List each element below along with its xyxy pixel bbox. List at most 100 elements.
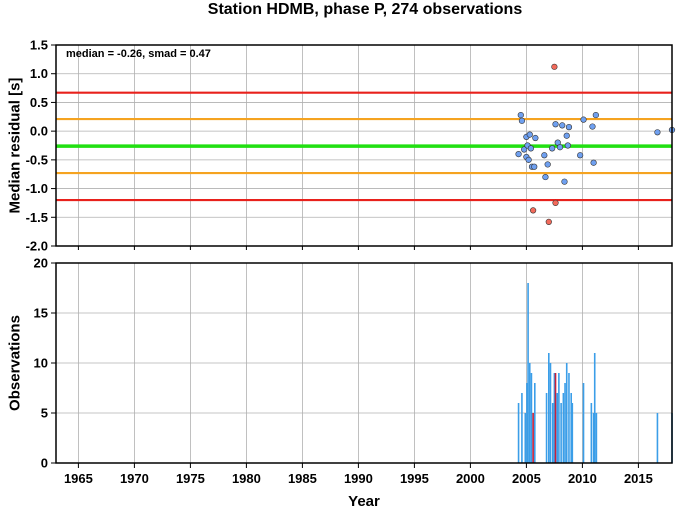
observation-bar [558, 373, 560, 463]
residual-point [517, 111, 524, 119]
observations-y-tick-label: 5 [41, 406, 48, 421]
residual-panel: -2.0 -1.5 -1.0 -0.5 0.0 0.5 1.0 1.5 median = -0… [6, 38, 676, 254]
residual-y-tick-label: -1.5 [26, 210, 48, 225]
residual-point [549, 145, 556, 152]
residual-y-tick-label: -1.0 [26, 181, 48, 196]
year-x-tick-label: 2000 [456, 471, 485, 486]
year-x-tick-label: 2005 [512, 471, 541, 486]
residual-point [531, 163, 538, 170]
observations-bars [517, 283, 673, 463]
residual-point [561, 178, 568, 185]
outlier-observation-bar [532, 413, 534, 463]
residual-y-tick-label: 1.0 [30, 66, 48, 81]
residual-points [515, 63, 676, 225]
residual-point [532, 134, 539, 142]
residual-reference-lines [56, 91, 672, 202]
observation-bar [582, 383, 585, 463]
year-x-tick-label: 1995 [400, 471, 429, 486]
observation-bar [530, 373, 533, 463]
year-x-tick-label: 1975 [176, 471, 205, 486]
year-x-tick-label: 2010 [568, 471, 597, 486]
observation-bar [549, 363, 552, 463]
year-x-tick-label: 1990 [344, 471, 373, 486]
outlier-point [551, 63, 558, 70]
residual-point [521, 146, 528, 153]
observation-bar [524, 413, 527, 463]
residual-point [559, 122, 566, 129]
observations-y-tick-label: 15 [34, 306, 48, 321]
residual-point [552, 121, 559, 128]
observations-grid [56, 262, 672, 464]
observation-bar [568, 373, 570, 463]
residual-point [654, 129, 661, 136]
observation-bar [565, 363, 568, 463]
residual-point [577, 152, 584, 159]
year-x-ticks: 1965 1970 1975 1980 1985 1990 1995 2000 2005 2010… [64, 463, 653, 486]
observation-bar [534, 383, 536, 463]
residual-panel-frame [55, 44, 673, 247]
observations-panel: 0 5 10 15 20 1965 1970 1975 1980 1985 1990 1995 200… [6, 256, 673, 510]
median-smad-annotation: median = -0.26, smad = 0.47 [66, 48, 211, 60]
observation-bar [551, 403, 554, 463]
residual-point [580, 116, 587, 123]
figure-title: Station HDMB, phase P, 274 observations [208, 1, 523, 18]
observation-bar [526, 383, 528, 463]
residual-point [515, 151, 522, 158]
year-x-tick-label: 1985 [288, 471, 317, 486]
observation-bar [521, 393, 523, 463]
observations-y-tick-label: 0 [41, 456, 48, 471]
observation-bar [548, 353, 550, 463]
outlier-point [545, 218, 552, 225]
observation-bar [590, 403, 593, 463]
year-x-tick-label: 1965 [64, 471, 93, 486]
outlier-point [530, 207, 537, 214]
residual-point [590, 159, 597, 166]
residual-point [527, 145, 534, 152]
observation-bar [553, 373, 556, 463]
observations-y-tick-label: 20 [34, 256, 48, 271]
observation-bar [570, 393, 572, 463]
residual-point [525, 156, 532, 163]
residual-point [542, 173, 549, 181]
residual-y-tick-label: 1.5 [30, 38, 48, 53]
residual-point [526, 131, 533, 138]
observation-bar [592, 413, 595, 463]
residual-point [592, 111, 599, 119]
residual-y-tick-label: -2.0 [26, 239, 48, 254]
observation-bar [593, 353, 596, 463]
residual-point [556, 144, 564, 151]
year-x-tick-label: 2015 [624, 471, 653, 486]
residual-y-tick-label: 0.0 [30, 124, 48, 139]
residual-point [565, 124, 573, 131]
observations-y-axis-label: Observations [6, 315, 23, 411]
year-x-tick-label: 1970 [120, 471, 149, 486]
observation-bar [517, 403, 520, 463]
observation-bar [545, 393, 548, 463]
outlier-point [552, 199, 559, 207]
observation-bar [595, 413, 598, 463]
observation-bar [556, 393, 558, 463]
residual-point [544, 161, 551, 168]
year-x-tick-label: 1980 [232, 471, 261, 486]
year-x-axis-label: Year [348, 493, 380, 510]
residual-point [589, 123, 596, 130]
observation-bar [564, 383, 566, 463]
residual-point [518, 117, 526, 124]
outlier-observation-bar [554, 373, 557, 463]
observation-bar [560, 403, 562, 463]
observation-bar [562, 393, 565, 463]
residual-point [563, 132, 570, 139]
residual-point [564, 142, 571, 149]
residual-y-ticks: -2.0 -1.5 -1.0 -0.5 0.0 0.5 1.0 1.5 [26, 38, 639, 254]
observations-y-ticks: 0 5 10 15 20 [34, 256, 56, 471]
residual-point [541, 152, 548, 159]
observation-bar [528, 363, 531, 463]
residual-y-tick-label: -0.5 [26, 152, 48, 167]
observation-bar [656, 413, 659, 463]
observations-y-tick-label: 10 [34, 356, 48, 371]
observation-bar [571, 403, 574, 463]
observation-bar [527, 283, 529, 463]
residual-y-axis-label: Median residual [s] [6, 78, 23, 214]
residual-y-tick-label: 0.5 [30, 95, 48, 110]
